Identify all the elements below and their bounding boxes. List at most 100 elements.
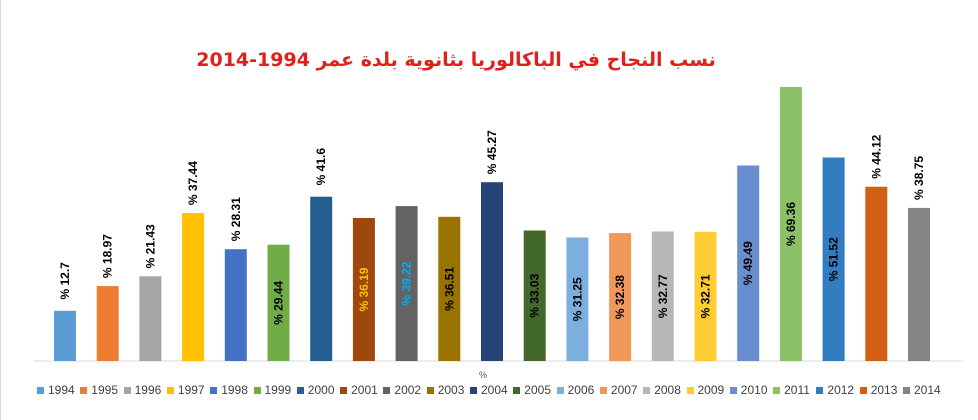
data-label-2014: % 38.75	[912, 156, 926, 200]
legend-label: 2007	[610, 383, 638, 397]
legend-label: 1999	[264, 383, 292, 397]
bar-1999	[267, 244, 290, 361]
data-label-2011: % 69.36	[784, 202, 798, 246]
data-label-2010: % 49.49	[741, 241, 755, 285]
bar-2005	[523, 230, 546, 361]
legend-swatch	[296, 386, 304, 394]
legend-item-2008: 2008	[643, 382, 681, 398]
bar-2006	[566, 237, 589, 361]
data-label-2007: % 32.38	[613, 275, 627, 319]
bar-2004	[481, 182, 503, 361]
legend-swatch	[80, 386, 88, 394]
bar-2008	[651, 231, 674, 361]
data-label-2008: % 32.77	[656, 274, 670, 318]
legend-item-2000: 2000	[296, 382, 335, 398]
legend-label: 1998	[221, 383, 248, 397]
legend-label: 1994	[48, 383, 75, 397]
legend-swatch	[643, 386, 651, 394]
legend-label: 2004	[481, 383, 508, 397]
legend-label: 2000	[307, 383, 335, 397]
legend-swatch	[123, 386, 131, 394]
bar-2013	[865, 186, 888, 361]
legend-label: 2002	[394, 383, 422, 397]
bar-2003	[438, 216, 461, 361]
legend-item-2012: 2012	[816, 382, 854, 398]
data-label-1999: % 29.44	[272, 281, 286, 325]
legend-swatch	[903, 386, 910, 394]
legend-item-1999: 1999	[253, 382, 292, 398]
data-label-2006: % 31.25	[570, 277, 584, 321]
data-label-1996: % 21.43	[143, 224, 157, 268]
data-label-2000: % 41.6	[314, 148, 328, 186]
legend-swatch	[816, 386, 824, 394]
bar-2002	[395, 206, 418, 361]
data-label-1998: % 28.31	[229, 197, 243, 241]
legend-label: 1997	[177, 383, 205, 397]
bar-1998	[224, 249, 247, 361]
legend-item-1998: 1998	[210, 382, 248, 398]
legend-item-2014: 2014	[903, 382, 941, 398]
legend-label: 2012	[827, 383, 855, 397]
legend-swatch	[599, 386, 607, 394]
legend-swatch	[210, 386, 218, 394]
legend-label: 1996	[134, 383, 162, 397]
legend-label: 2010	[740, 383, 768, 397]
data-label-2013: % 44.12	[869, 134, 883, 178]
legend-swatch	[513, 386, 521, 394]
legend-label: 2001	[351, 383, 378, 397]
legend-item-2003: 2003	[426, 382, 465, 398]
data-label-2003: % 36.51	[442, 267, 456, 311]
data-label-2001: % 36.19	[357, 267, 371, 311]
legend-swatch	[686, 386, 694, 394]
legend-label: 2014	[914, 383, 941, 397]
chart-title: نسب النجاح في الباكالوريا بثانوية بلدة ع…	[196, 49, 716, 71]
legend-item-2004: 2004	[470, 382, 508, 398]
data-label-2004: % 45.27	[485, 130, 499, 174]
legend-swatch	[426, 386, 434, 394]
bar-1994	[54, 310, 76, 361]
data-label-1994: % 12.7	[58, 262, 72, 300]
legend-item-1996: 1996	[123, 382, 162, 398]
legend-label: 2011	[784, 383, 810, 397]
legend-swatch	[383, 386, 391, 394]
legend-item-2006: 2006	[556, 382, 595, 398]
bar-2000	[310, 196, 333, 361]
bar-2010	[737, 165, 760, 361]
legend-swatch	[253, 386, 261, 394]
data-label-2009: % 32.71	[699, 274, 713, 318]
legend-item-2011: 2011	[773, 382, 810, 398]
legend-swatch	[470, 386, 477, 394]
legend-swatch	[859, 386, 867, 394]
legend-item-1995: 1995	[80, 382, 118, 398]
legend-item-2009: 2009	[686, 382, 725, 398]
bar-1996	[139, 276, 162, 361]
legend-swatch	[729, 386, 737, 394]
legend-label: 2003	[437, 383, 465, 397]
bar-1995	[96, 286, 119, 361]
legend-swatch	[166, 386, 174, 394]
legend-item-2002: 2002	[383, 382, 421, 398]
legend-item-2007: 2007	[599, 382, 638, 398]
legend-swatch	[340, 386, 348, 394]
chart-legend: 1994 1995 1996 1997 1998 1999 2000 2001 2002 2003…	[1, 382, 978, 398]
data-label-2012: % 51.52	[827, 237, 841, 281]
legend-label: 2006	[567, 383, 595, 397]
data-label-1995: % 18.97	[101, 234, 115, 278]
legend-item-2001: 2001	[340, 382, 378, 398]
legend-item-2013: 2013	[859, 382, 898, 398]
bar-2014	[908, 207, 930, 361]
bar-1997	[182, 213, 205, 361]
data-label-1997: % 37.44	[186, 161, 200, 205]
legend-label: 2005	[524, 383, 551, 397]
legend-label: 2008	[654, 383, 681, 397]
legend-item-2010: 2010	[729, 382, 768, 398]
legend-label: 2009	[697, 383, 725, 397]
legend-label: 2013	[870, 383, 898, 397]
legend-swatch	[556, 386, 564, 394]
legend-swatch	[37, 386, 44, 394]
data-label-2002: % 39.22	[400, 261, 414, 305]
x-axis-title: %	[479, 370, 487, 380]
bar-2001	[352, 218, 375, 361]
